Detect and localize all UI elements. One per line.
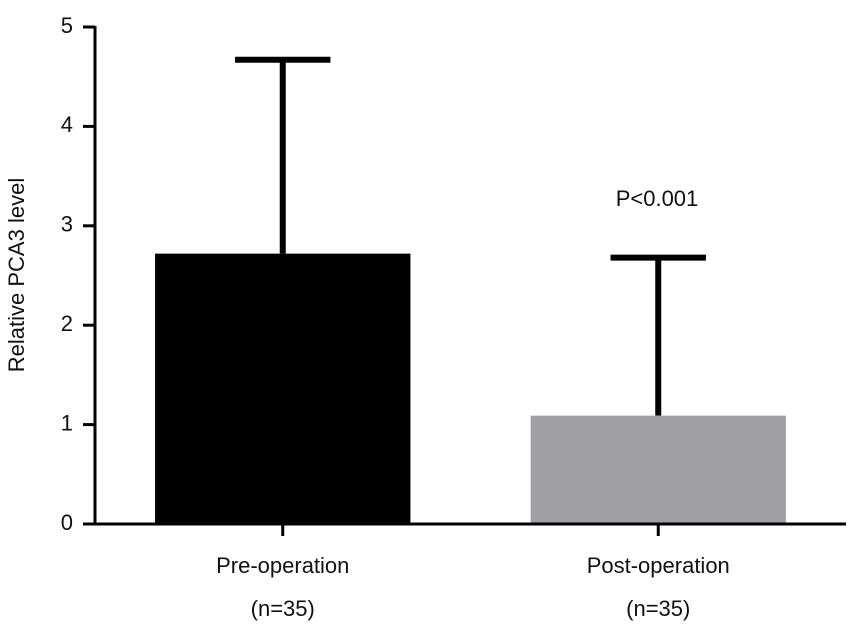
bar bbox=[530, 415, 786, 524]
annotation: P<0.001 bbox=[616, 186, 699, 211]
x-tick-note: (n=35) bbox=[251, 596, 315, 621]
y-tick-label: 2 bbox=[61, 311, 73, 336]
y-axis-label: Relative PCA3 level bbox=[4, 178, 29, 372]
y-tick-label: 4 bbox=[61, 112, 73, 137]
y-tick-label: 5 bbox=[61, 13, 73, 38]
y-tick-label: 1 bbox=[61, 410, 73, 435]
bar bbox=[155, 253, 411, 524]
x-tick-note: (n=35) bbox=[626, 596, 690, 621]
x-tick-label: Pre-operation bbox=[216, 553, 349, 578]
y-tick-label: 0 bbox=[61, 510, 73, 535]
y-tick-label: 3 bbox=[61, 212, 73, 237]
x-tick-label: Post-operation bbox=[587, 553, 730, 578]
